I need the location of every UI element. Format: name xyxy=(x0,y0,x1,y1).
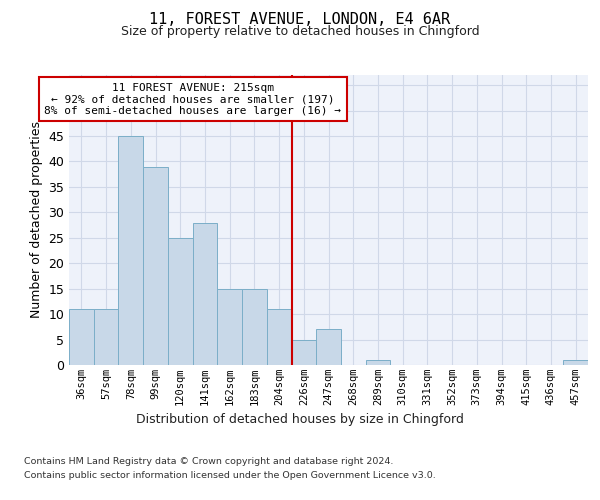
Y-axis label: Number of detached properties: Number of detached properties xyxy=(29,122,43,318)
Text: 11 FOREST AVENUE: 215sqm
← 92% of detached houses are smaller (197)
8% of semi-d: 11 FOREST AVENUE: 215sqm ← 92% of detach… xyxy=(44,82,341,116)
Bar xyxy=(118,136,143,365)
Bar xyxy=(267,309,292,365)
Text: Contains HM Land Registry data © Crown copyright and database right 2024.: Contains HM Land Registry data © Crown c… xyxy=(24,458,394,466)
Bar xyxy=(94,309,118,365)
Bar xyxy=(242,288,267,365)
Bar xyxy=(292,340,316,365)
Text: Size of property relative to detached houses in Chingford: Size of property relative to detached ho… xyxy=(121,25,479,38)
Text: Contains public sector information licensed under the Open Government Licence v3: Contains public sector information licen… xyxy=(24,471,436,480)
Bar xyxy=(143,166,168,365)
Bar xyxy=(193,222,217,365)
Text: Distribution of detached houses by size in Chingford: Distribution of detached houses by size … xyxy=(136,412,464,426)
Text: 11, FOREST AVENUE, LONDON, E4 6AR: 11, FOREST AVENUE, LONDON, E4 6AR xyxy=(149,12,451,28)
Bar xyxy=(365,360,390,365)
Bar xyxy=(69,309,94,365)
Bar xyxy=(316,330,341,365)
Bar xyxy=(168,238,193,365)
Bar xyxy=(563,360,588,365)
Bar xyxy=(217,288,242,365)
